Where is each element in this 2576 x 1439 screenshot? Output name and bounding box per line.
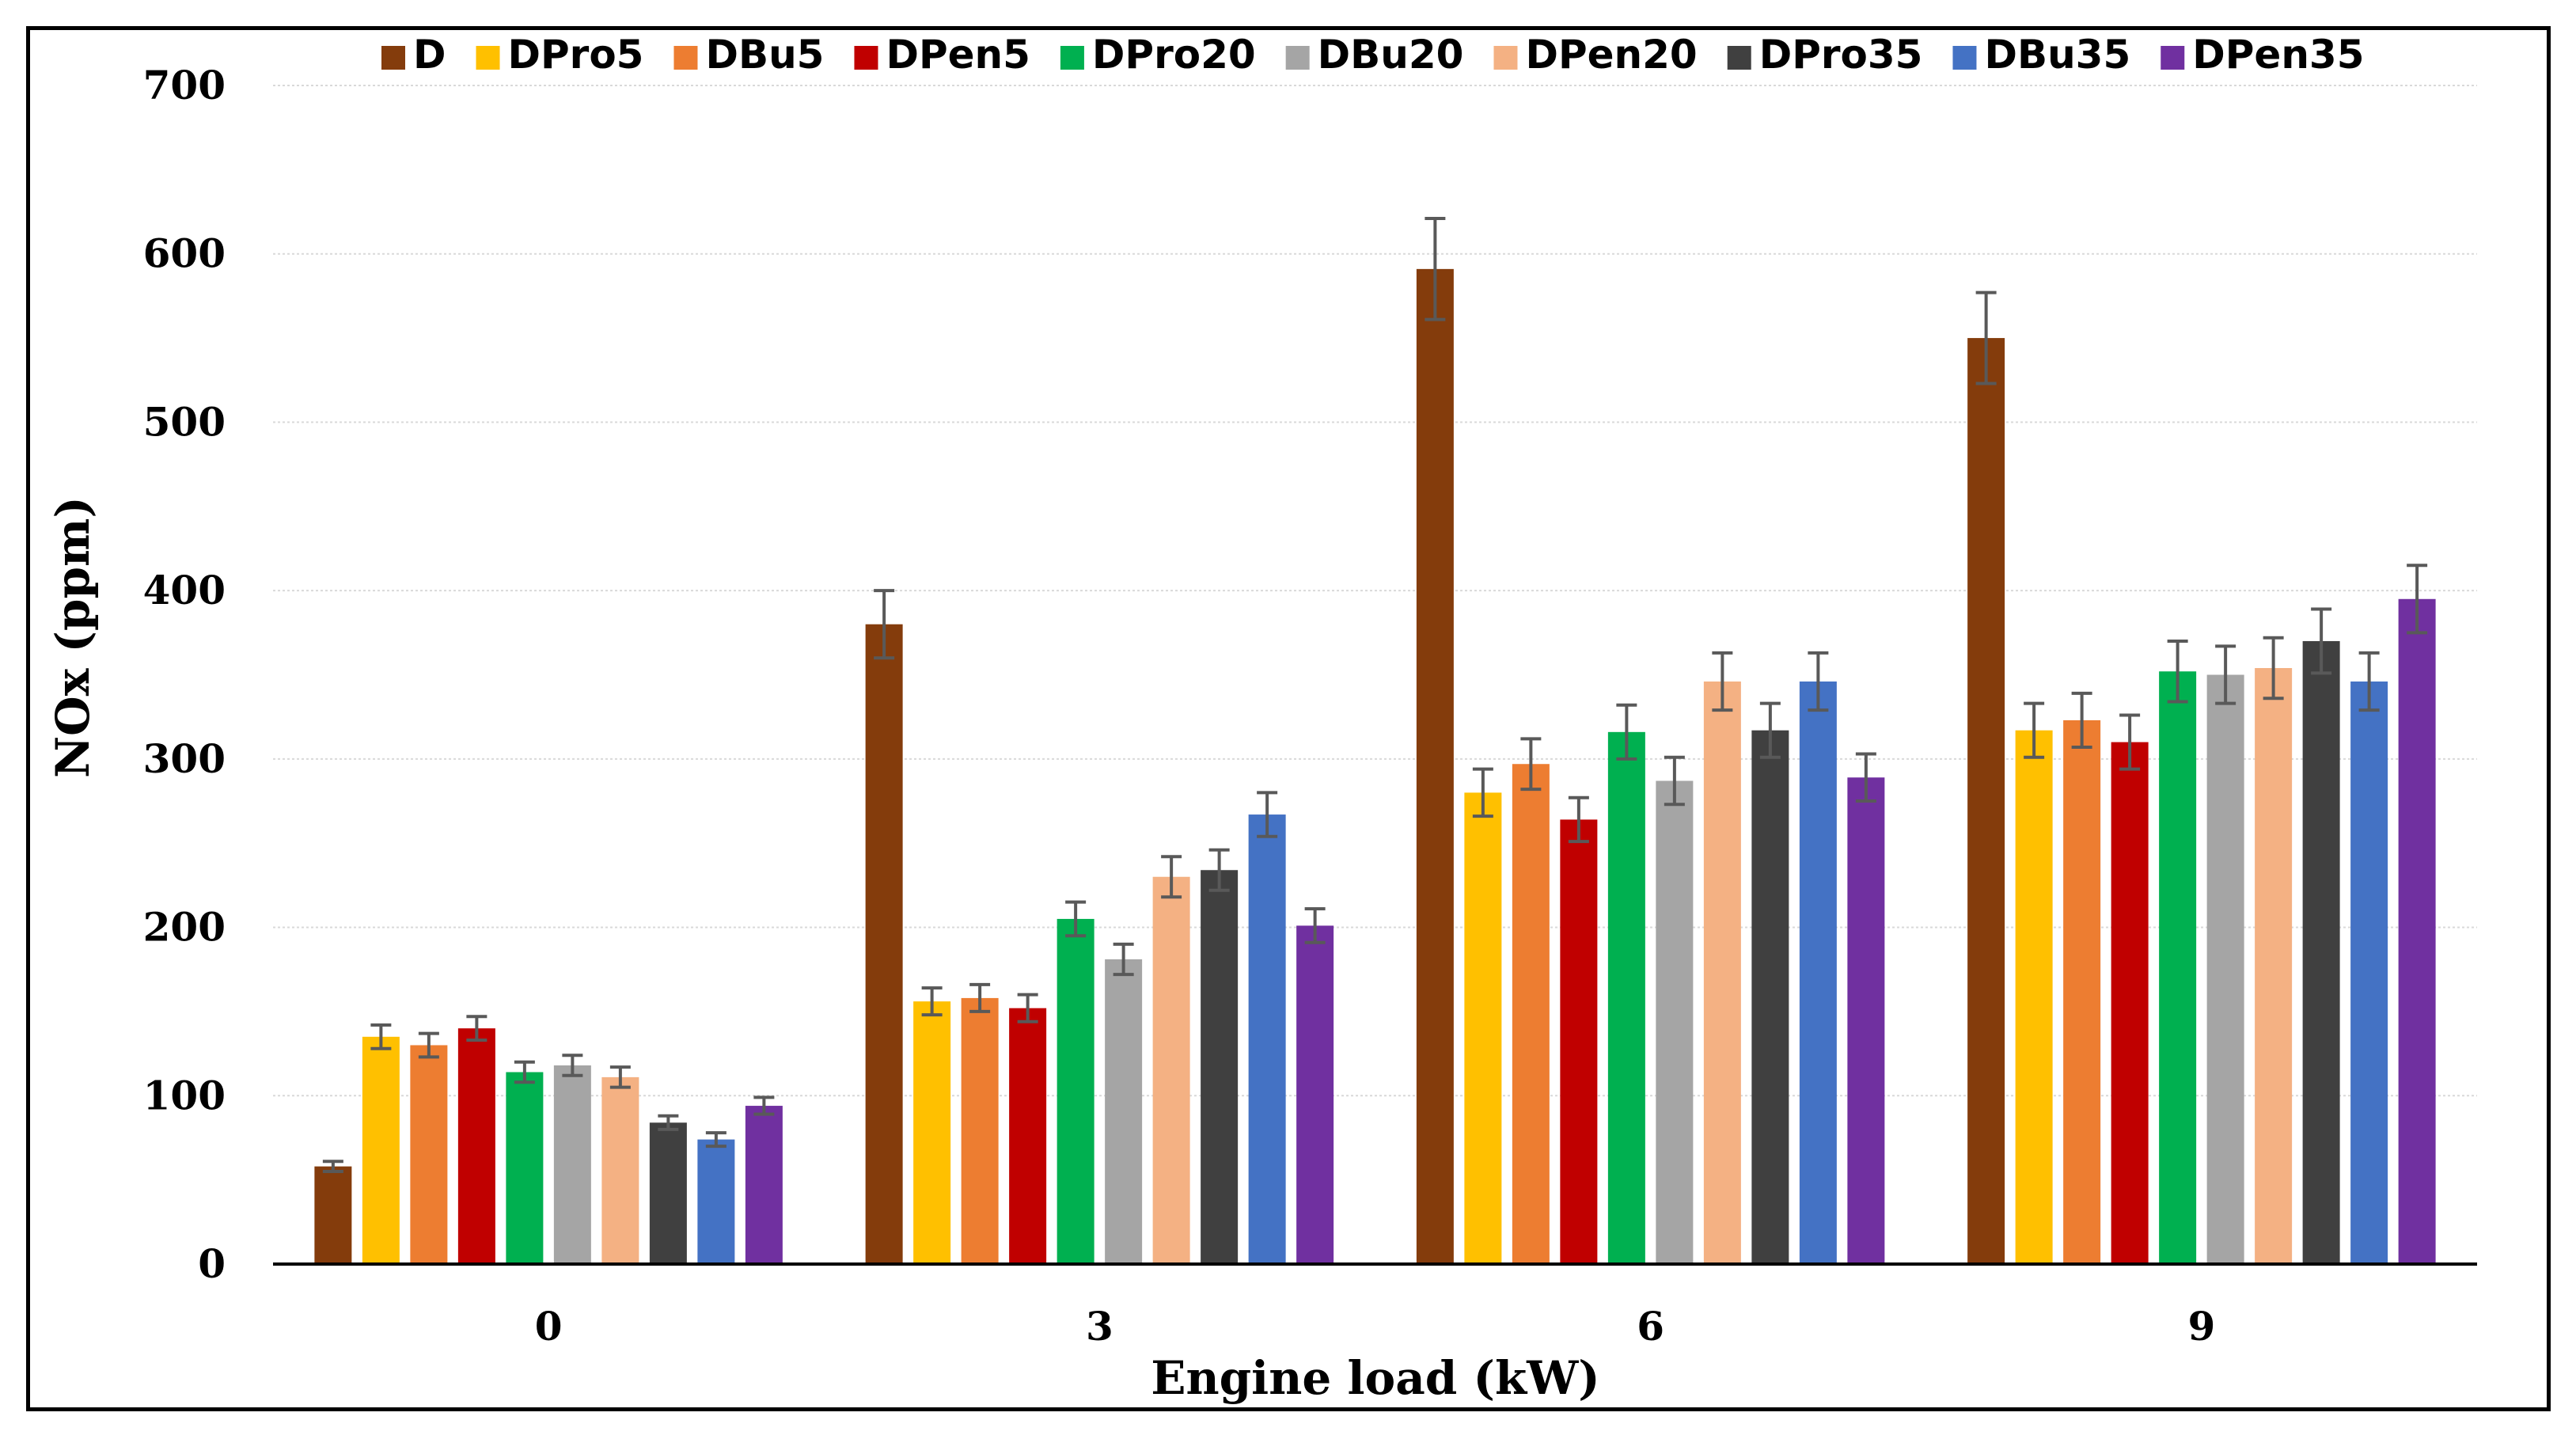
legend-swatch <box>673 46 698 70</box>
legend-item: DPro5 <box>476 32 644 78</box>
bar <box>2206 674 2244 1264</box>
bar <box>553 1065 591 1264</box>
legend-swatch <box>381 46 405 70</box>
legend-label: DBu5 <box>705 32 824 78</box>
bar <box>2015 730 2053 1264</box>
bar <box>2302 640 2340 1264</box>
legend: D DPro5 DBu5 DPen5 DPro20 DBu20 DPen20 DPro35 DB… <box>381 32 2365 78</box>
y-axis-title: NOx (ppm) <box>46 496 100 778</box>
bar <box>2063 720 2101 1264</box>
legend-label: DBu35 <box>1984 32 2130 78</box>
legend-item: DBu35 <box>1952 32 2130 78</box>
legend-item: DPen35 <box>2161 32 2365 78</box>
legend-label: DPen5 <box>886 32 1030 78</box>
bar <box>961 997 999 1264</box>
y-tick-label: 200 <box>143 904 226 951</box>
bar <box>1703 682 1741 1264</box>
x-tick-label: 9 <box>2187 1303 2215 1350</box>
legend-item: DPen20 <box>1493 32 1698 78</box>
gridlines <box>273 85 2477 1097</box>
x-tick-labels: 0 3 6 9 <box>535 1303 2216 1350</box>
bar <box>506 1072 544 1264</box>
legend-item: D <box>381 32 446 78</box>
bar <box>745 1106 783 1264</box>
bar <box>1656 780 1694 1264</box>
x-tick-label: 6 <box>1637 1303 1664 1350</box>
bar <box>1296 925 1334 1264</box>
bar <box>1152 876 1190 1264</box>
y-tick-label: 500 <box>143 398 226 445</box>
bar <box>913 1001 951 1264</box>
y-tick-label: 100 <box>143 1072 226 1118</box>
error-bars-group <box>322 217 2428 1174</box>
legend-item: DBu20 <box>1285 32 1464 78</box>
bar <box>410 1045 448 1264</box>
bar <box>601 1076 639 1264</box>
bar <box>1464 792 1502 1264</box>
bar <box>2111 742 2149 1264</box>
bar <box>697 1139 735 1264</box>
legend-swatch <box>1952 46 1977 70</box>
legend-item: DPen5 <box>854 32 1030 78</box>
x-tick-label: 0 <box>535 1303 563 1350</box>
legend-label: DPro35 <box>1759 32 1923 78</box>
legend-label: DPen35 <box>2192 32 2364 78</box>
bar <box>649 1122 687 1264</box>
y-tick-label: 700 <box>143 62 226 108</box>
bar <box>1057 918 1095 1264</box>
bar <box>1512 764 1550 1264</box>
legend-item: DPro20 <box>1060 32 1256 78</box>
y-tick-label: 400 <box>143 567 226 613</box>
y-tick-label: 600 <box>143 230 226 277</box>
bar <box>1847 777 1885 1264</box>
legend-label: DBu20 <box>1318 32 1464 78</box>
bar-series-group <box>314 268 2436 1265</box>
bar <box>2398 598 2436 1264</box>
legend-swatch <box>1060 46 1084 70</box>
y-tick-labels: 0 100 200 300 400 500 600 700 <box>143 62 226 1287</box>
bar <box>1248 814 1286 1264</box>
bar <box>1009 1008 1047 1264</box>
bar <box>1967 338 2005 1265</box>
legend-swatch <box>2161 46 2185 70</box>
legend-swatch <box>1285 46 1310 70</box>
bar <box>362 1036 400 1264</box>
y-tick-label: 300 <box>143 735 226 782</box>
bar <box>2159 671 2197 1264</box>
legend-label: DPro5 <box>508 32 644 78</box>
x-tick-label: 3 <box>1086 1303 1113 1350</box>
bar <box>865 624 903 1264</box>
bar <box>1799 682 1837 1264</box>
bar <box>1201 870 1239 1264</box>
legend-item: DPro35 <box>1727 32 1923 78</box>
legend-label: DPen20 <box>1525 32 1697 78</box>
bar <box>2255 667 2293 1264</box>
bar <box>314 1166 352 1264</box>
legend-swatch <box>854 46 878 70</box>
bar <box>2350 682 2388 1264</box>
legend-swatch <box>1493 46 1518 70</box>
legend-item: DBu5 <box>673 32 824 78</box>
bar <box>457 1028 495 1264</box>
y-tick-label: 0 <box>198 1240 226 1287</box>
bar <box>1751 730 1789 1264</box>
bar <box>1105 959 1143 1264</box>
legend-label: D <box>413 32 446 78</box>
bar <box>1416 268 1454 1264</box>
bar <box>1560 819 1598 1264</box>
legend-swatch <box>476 46 500 70</box>
legend-swatch <box>1727 46 1751 70</box>
x-axis-title: Engine load (kW) <box>1151 1351 1599 1405</box>
bar <box>1607 731 1645 1264</box>
legend-label: DPro20 <box>1092 32 1256 78</box>
